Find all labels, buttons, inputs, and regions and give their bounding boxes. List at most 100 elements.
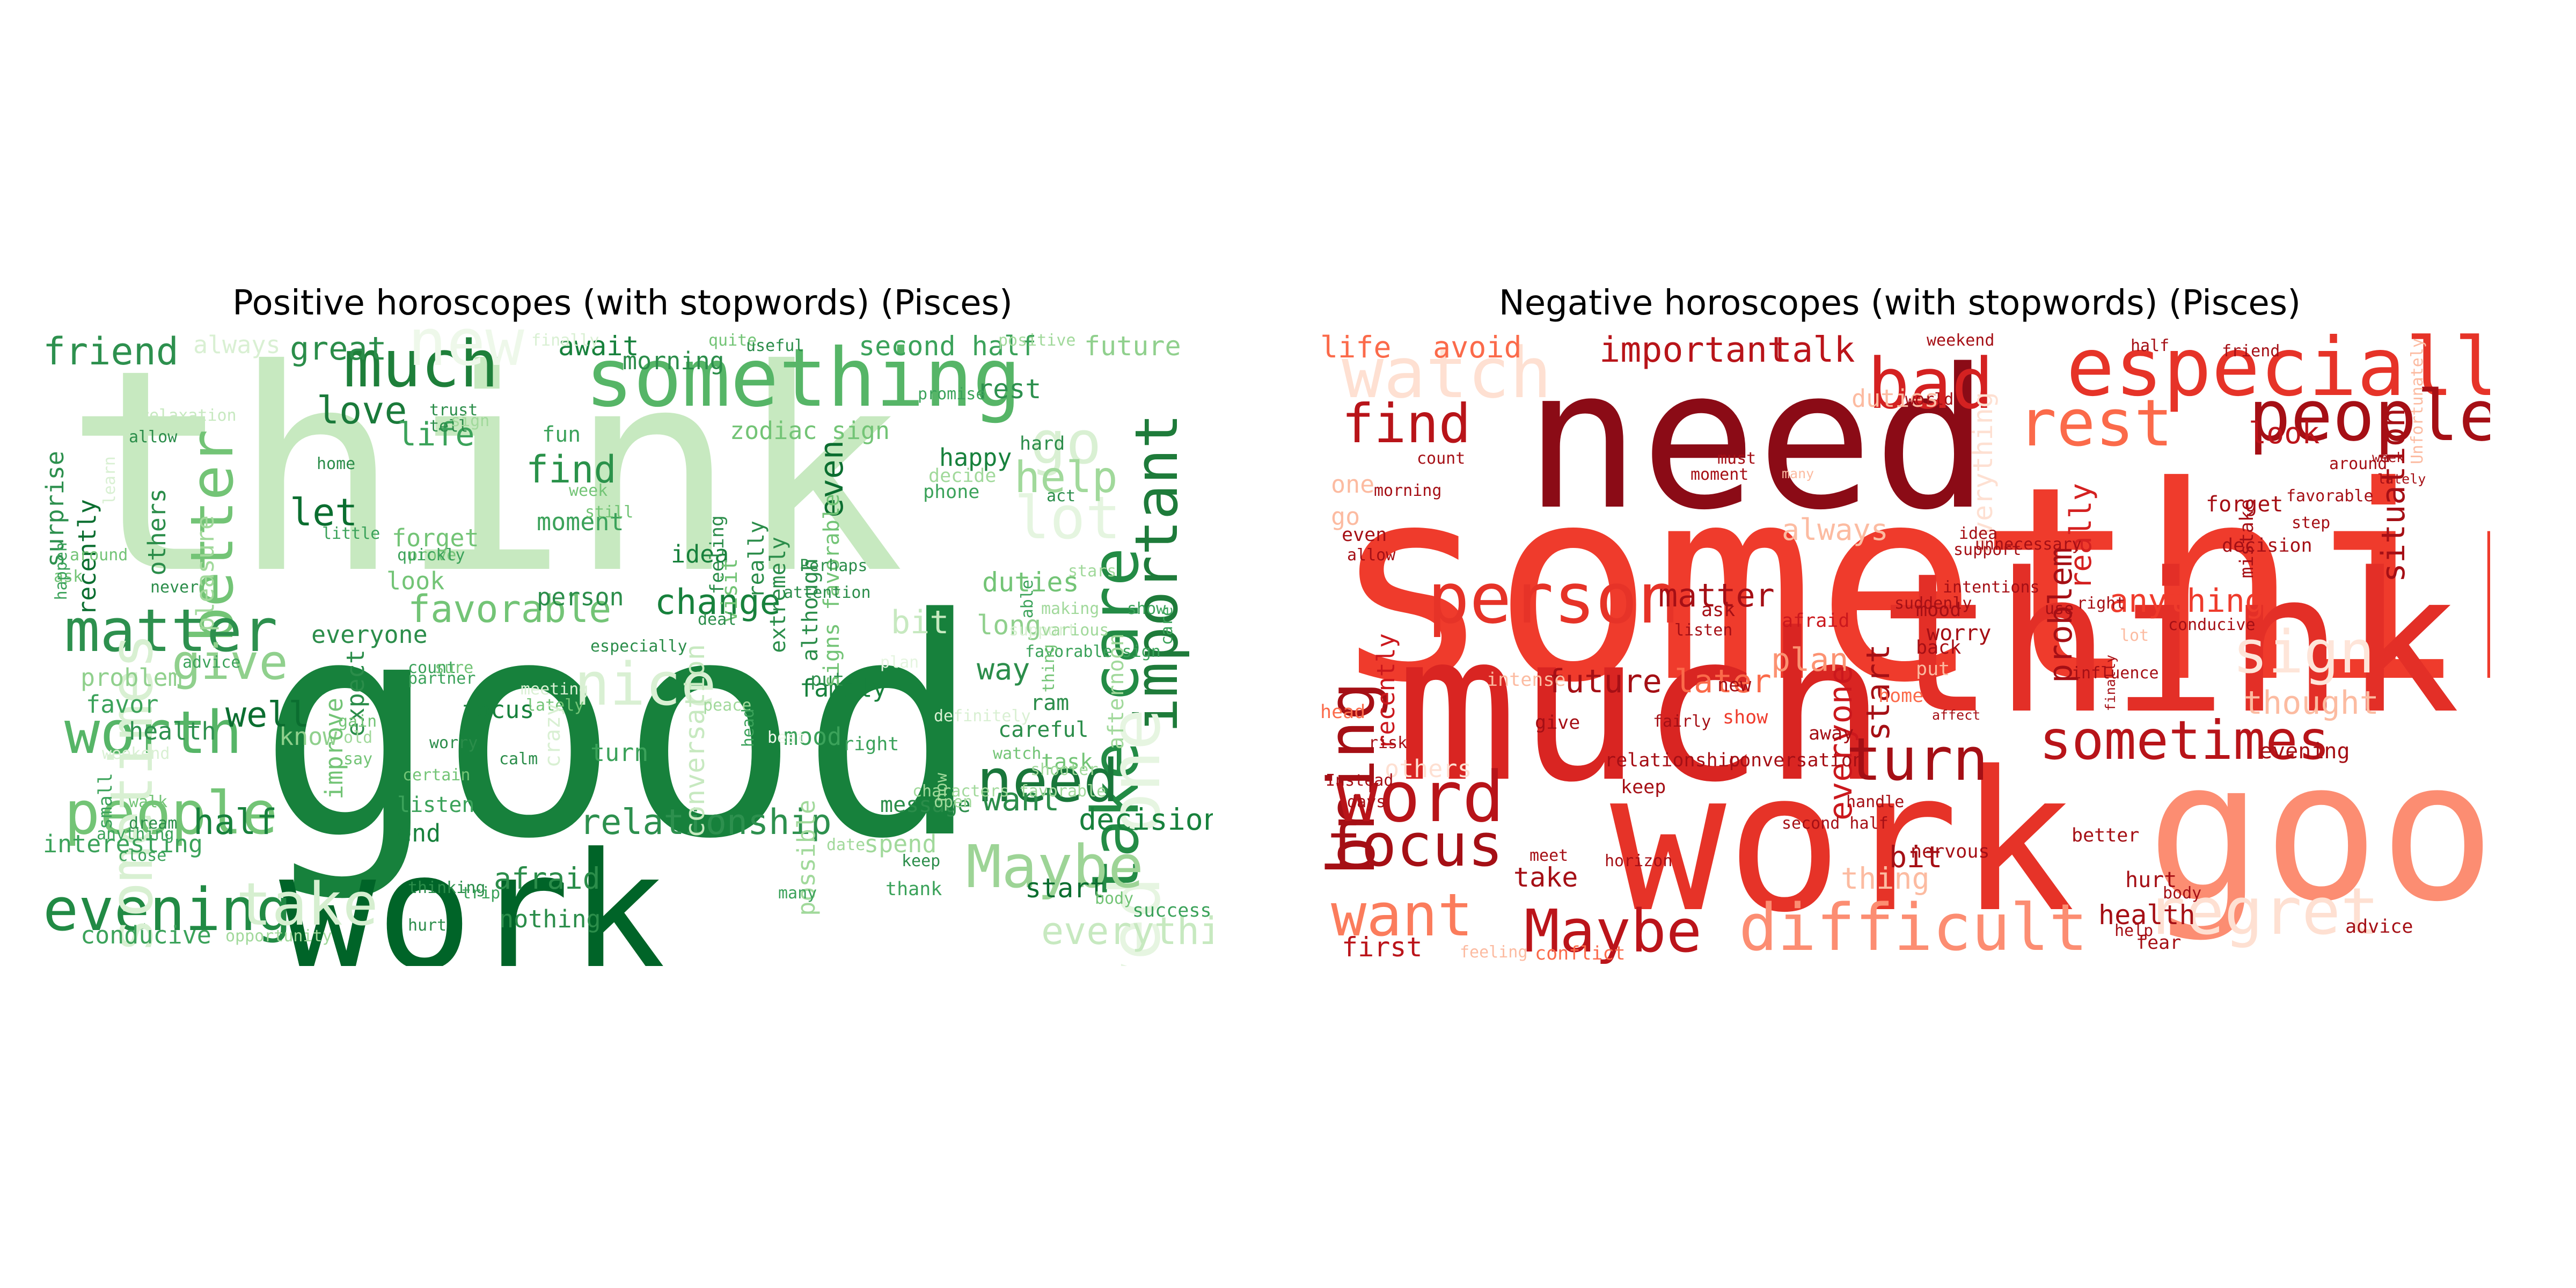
negative-word-mood: mood bbox=[1916, 599, 1962, 621]
positive-word-show: show bbox=[1127, 599, 1166, 618]
positive-word-still: still bbox=[585, 503, 634, 522]
negative-word-weekend: weekend bbox=[1927, 331, 1995, 350]
negative-word-thought: thought bbox=[2243, 684, 2379, 722]
positive-word-advice: advice bbox=[182, 653, 241, 672]
positive-word-allow: allow bbox=[129, 428, 178, 447]
negative-word-instead: Instead bbox=[1326, 771, 1394, 790]
positive-word-characters-favorable: characters favorable bbox=[912, 782, 1107, 801]
negative-word-influence: influence bbox=[2072, 664, 2159, 683]
positive-word-body: body bbox=[1095, 889, 1134, 908]
negative-word-half: half bbox=[2131, 336, 2170, 355]
positive-word-count: count bbox=[408, 658, 457, 677]
positive-word-hurt: hurt bbox=[408, 916, 447, 935]
negative-word-ask: ask bbox=[1701, 599, 1736, 621]
negative-word-head: head bbox=[1320, 701, 1366, 723]
positive-word-go: go bbox=[1030, 408, 1102, 477]
negative-word-feeling: feeling bbox=[1460, 943, 1528, 962]
positive-word-idea: idea bbox=[671, 540, 729, 568]
positive-word-care: care bbox=[1158, 606, 1176, 646]
positive-word-interesting: interesting bbox=[43, 830, 203, 858]
negative-word-look: look bbox=[2249, 416, 2320, 450]
negative-word-especially: especially bbox=[2066, 322, 2490, 414]
positive-word-old: old bbox=[343, 728, 373, 747]
negative-word-something: something bbox=[1331, 429, 2490, 741]
positive-word-partner: partner bbox=[408, 669, 476, 688]
positive-word-now: now bbox=[932, 773, 951, 802]
negative-word-mistake: mistake bbox=[2236, 499, 2258, 579]
negative-word-lot: lot bbox=[2120, 626, 2149, 645]
negative-word-favorable: favorable bbox=[2286, 487, 2374, 506]
positive-word-friend: friend bbox=[43, 330, 179, 374]
negative-word-help: help bbox=[2114, 921, 2154, 940]
positive-word-small: small bbox=[95, 773, 116, 830]
positive-word-thing: thing bbox=[1040, 644, 1058, 693]
positive-word-good: good bbox=[258, 555, 982, 905]
positive-word-quite: quite bbox=[708, 331, 757, 350]
negative-word-plan: plan bbox=[1771, 641, 1849, 679]
positive-wordcloud-panel: Positive horoscopes (with stopwords) (Pi… bbox=[32, 283, 1213, 966]
positive-word-morning: morning bbox=[623, 347, 724, 375]
negative-word-sometimes: sometimes bbox=[2039, 709, 2330, 772]
negative-word-duties: duties bbox=[1851, 384, 1939, 413]
positive-word-favor: favor bbox=[86, 690, 159, 719]
negative-word-first: first bbox=[1342, 932, 1423, 963]
negative-word-focus: focus bbox=[1326, 811, 1504, 880]
positive-word-learn: learn bbox=[100, 456, 119, 505]
positive-word-start: start bbox=[1025, 873, 1106, 904]
positive-word-worth: worth bbox=[64, 698, 243, 767]
negative-word-affect: affect bbox=[1932, 707, 1981, 723]
negative-word-unnecessary: unnecessary bbox=[1975, 535, 2082, 554]
positive-word-sure: sure bbox=[435, 658, 474, 677]
positive-word-walk: walk bbox=[129, 793, 168, 811]
positive-word-conducive: conducive bbox=[80, 921, 211, 949]
positive-word-duties: duties bbox=[982, 567, 1079, 598]
positive-word-forget: forget bbox=[392, 524, 479, 552]
positive-word-end: end bbox=[397, 819, 441, 847]
positive-word-much: much bbox=[343, 327, 499, 402]
negative-word-conflict: conflict bbox=[1535, 943, 1626, 964]
negative-word-home: home bbox=[1878, 685, 1924, 707]
positive-word-important: important bbox=[1122, 413, 1191, 734]
negative-word-need: need bbox=[1524, 327, 1989, 552]
positive-word-look: look bbox=[386, 567, 445, 595]
negative-word-always: always bbox=[1782, 513, 1889, 547]
negative-word-important: important bbox=[1599, 330, 1789, 370]
positive-word-need: need bbox=[977, 747, 1119, 815]
negative-word-worry: worry bbox=[1927, 621, 1992, 646]
positive-word-really: really bbox=[744, 521, 769, 598]
negative-word-go: go bbox=[1331, 502, 1360, 531]
negative-word-unfortunately: Unfortunately bbox=[2408, 338, 2427, 464]
positive-word-say: say bbox=[343, 750, 373, 769]
positive-word-best: best bbox=[767, 728, 807, 747]
positive-word-let: let bbox=[290, 491, 358, 535]
positive-word-close: close bbox=[118, 846, 167, 865]
negative-word-horizon: horizon bbox=[1605, 852, 1673, 870]
positive-word-focus: focus bbox=[462, 696, 535, 724]
negative-word-hurt: hurt bbox=[2125, 868, 2177, 892]
negative-word-finally: finally bbox=[2103, 655, 2118, 712]
negative-word-fairly: fairly bbox=[1653, 712, 1711, 731]
negative-word-one: one bbox=[1331, 470, 1375, 499]
positive-word-right: right bbox=[843, 734, 899, 755]
positive-word-lately: lately bbox=[526, 696, 584, 715]
negative-word-give: give bbox=[1535, 712, 1580, 734]
negative-word-conducive: conducive bbox=[2168, 616, 2256, 634]
positive-word-relaxation: relaxation bbox=[140, 406, 237, 425]
positive-word-gain: gain bbox=[338, 712, 377, 731]
positive-word-ram: ram bbox=[1030, 691, 1070, 715]
positive-word-head: head bbox=[739, 708, 758, 748]
negative-word-step: step bbox=[2292, 514, 2331, 532]
positive-word-put: put bbox=[810, 669, 845, 691]
negative-word-recently: recently bbox=[1372, 633, 1400, 750]
positive-word-future: future bbox=[1084, 331, 1181, 362]
negative-word-moment: moment bbox=[1690, 465, 1749, 484]
positive-word-careful: careful bbox=[998, 718, 1089, 742]
positive-word-open: open bbox=[934, 793, 973, 811]
positive-word-task: task bbox=[1041, 750, 1093, 774]
negative-word-advice: advice bbox=[2345, 916, 2413, 938]
positive-word-shooter: shooter bbox=[1030, 760, 1099, 779]
positive-word-rest: rest bbox=[977, 374, 1042, 405]
positive-word-bit: bit bbox=[891, 604, 949, 641]
positive-word-help: help bbox=[1014, 452, 1118, 502]
